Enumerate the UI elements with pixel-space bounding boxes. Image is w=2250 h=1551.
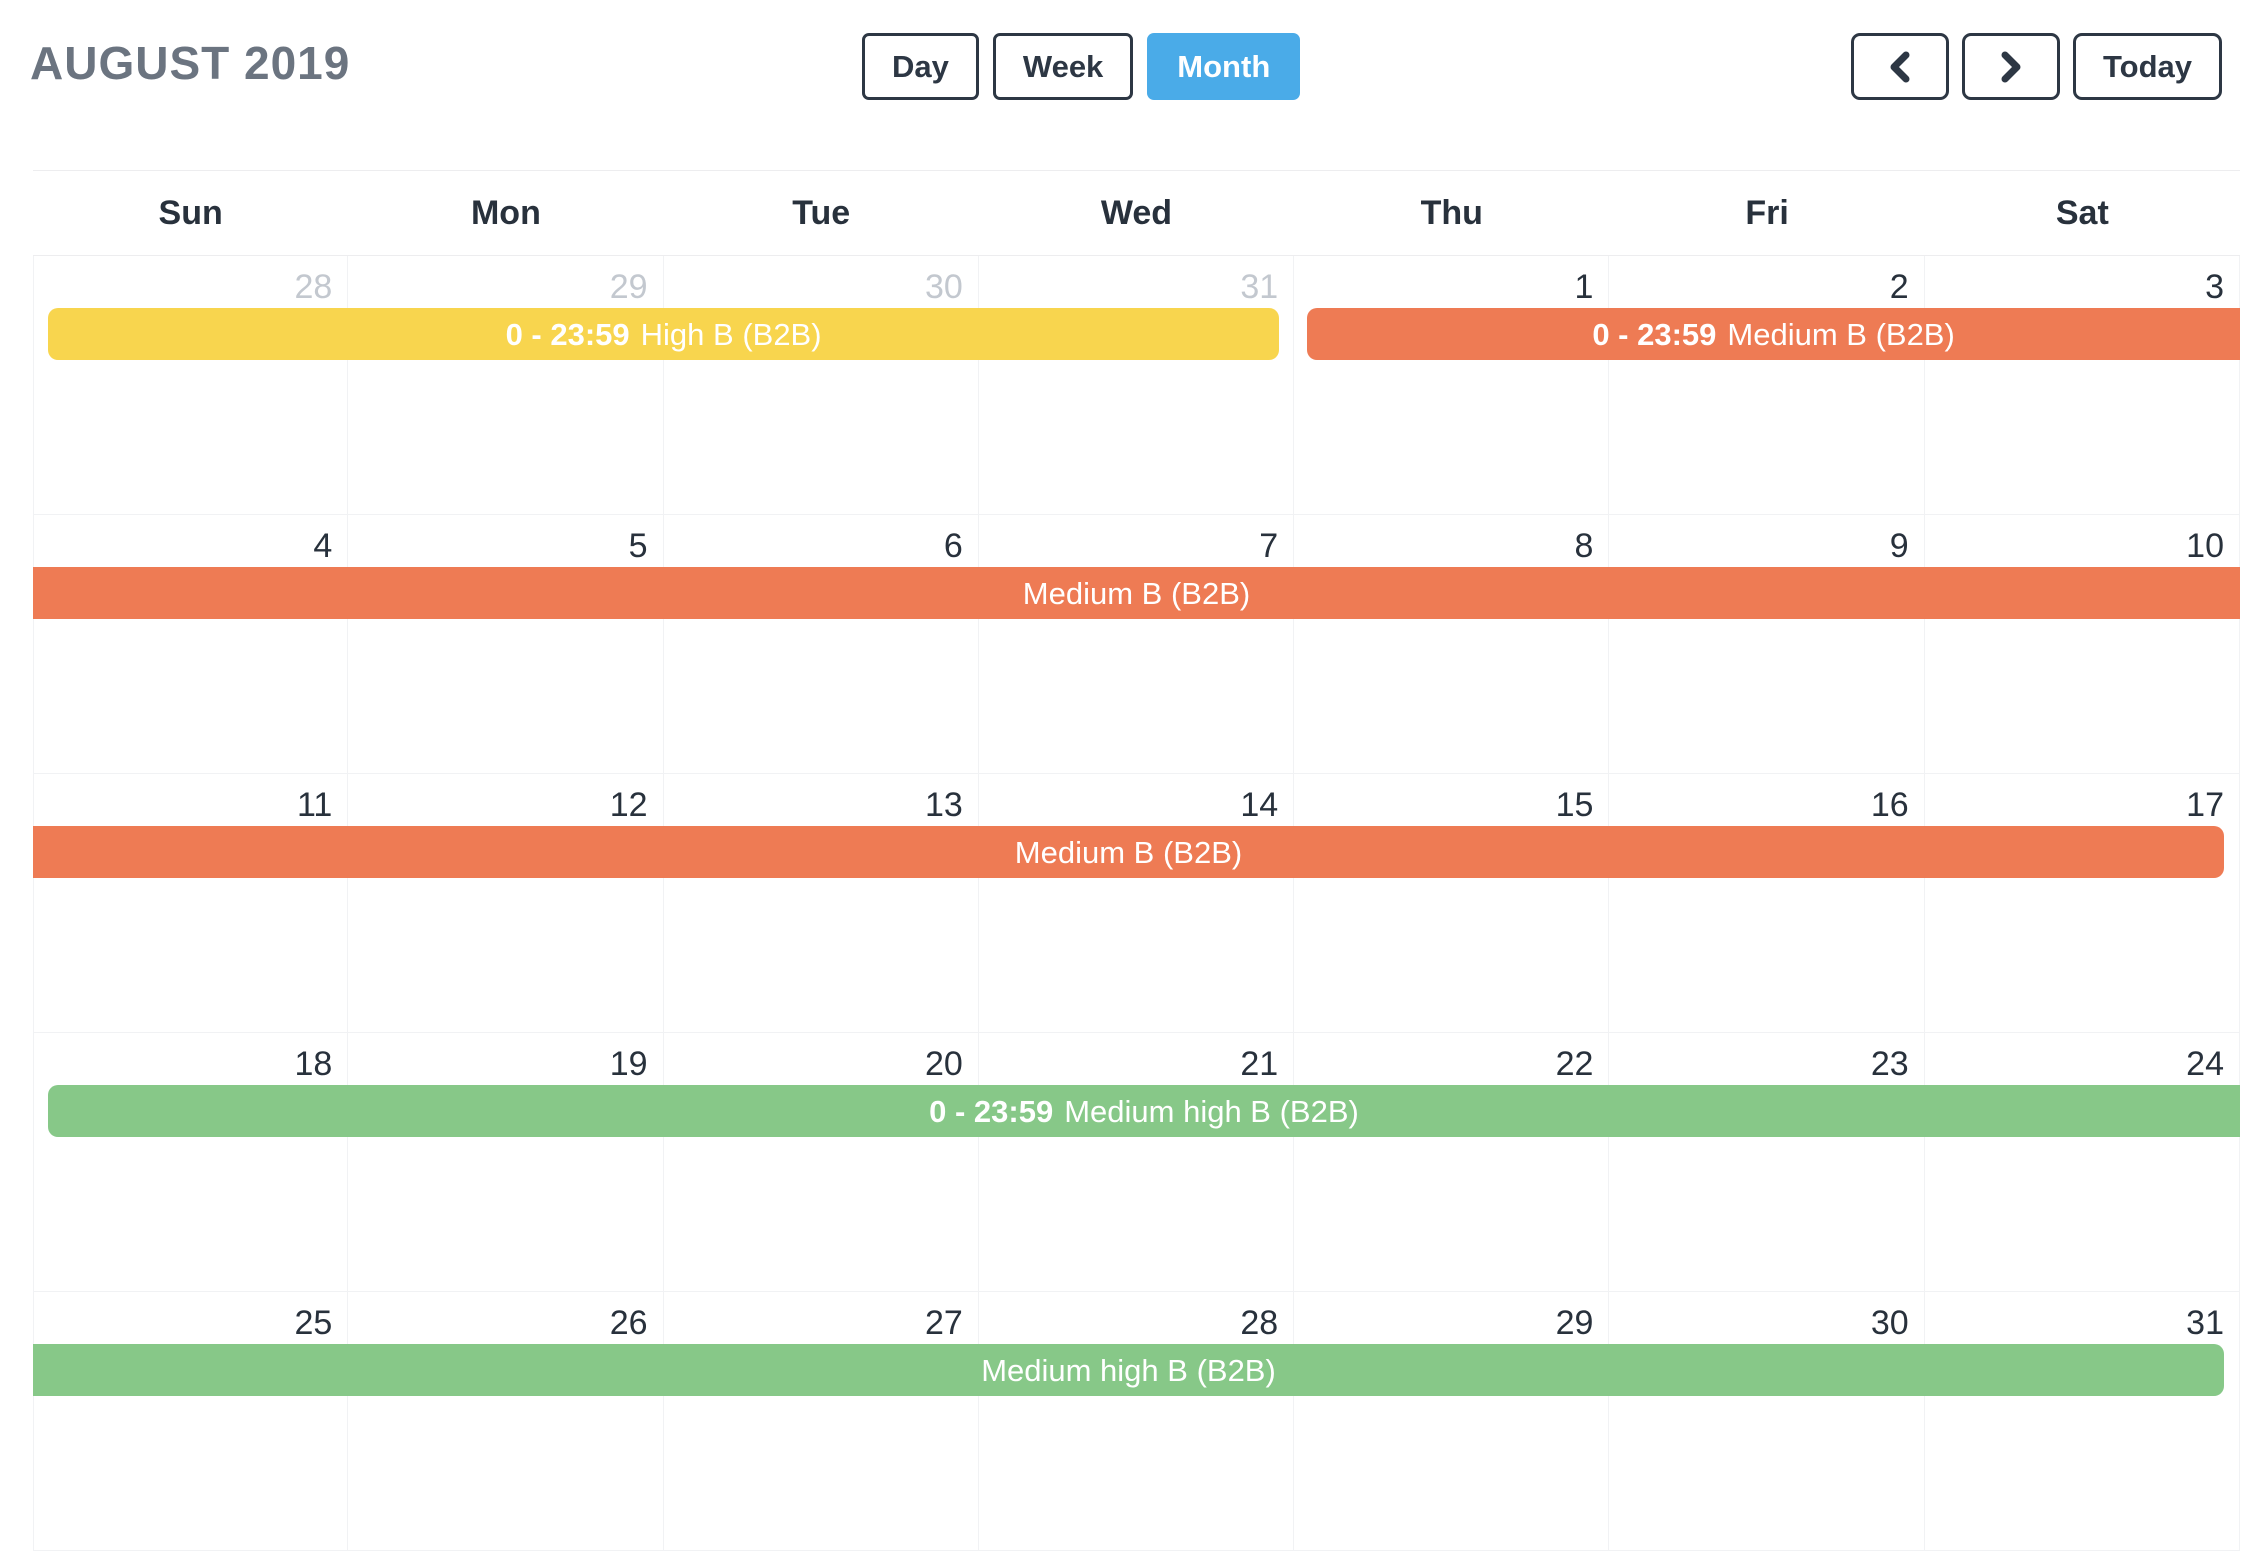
event-title: Medium B (B2B) xyxy=(1022,575,1251,611)
day-cell-aug-14[interactable]: 14 xyxy=(978,774,1295,1032)
day-cell-jul-29[interactable]: 29 xyxy=(348,256,664,514)
week-row-5: 25 26 27 28 29 30 31 Medium high B (B2B) xyxy=(33,1292,2240,1551)
weekday-header-tue: Tue xyxy=(792,193,851,232)
day-cell-aug-8[interactable]: 8 xyxy=(1294,515,1610,773)
event-title: Medium high B (B2B) xyxy=(1064,1093,1359,1129)
event-bar-medium-high-b-start[interactable]: 0 - 23:59 Medium high B (B2B) xyxy=(48,1085,2240,1137)
view-day-button[interactable]: Day xyxy=(862,33,979,100)
day-cell-aug-18[interactable]: 18 xyxy=(33,1033,349,1291)
day-cell-aug-10[interactable]: 10 xyxy=(1924,515,2240,773)
day-cell-aug-23[interactable]: 23 xyxy=(1609,1033,1925,1291)
weekday-header-sun: Sun xyxy=(158,193,223,232)
chevron-left-icon xyxy=(1885,50,1915,84)
day-cell-aug-7[interactable]: 7 xyxy=(978,515,1295,773)
day-cell-aug-26[interactable]: 26 xyxy=(348,1292,664,1550)
event-title: Medium high B (B2B) xyxy=(981,1352,1276,1388)
event-time: 0 - 23:59 xyxy=(1592,316,1717,352)
day-cell-aug-2[interactable]: 2 xyxy=(1609,256,1925,514)
weekday-header-row: Sun Mon Tue Wed Thu Fri Sat xyxy=(33,171,2240,256)
day-cell-aug-4[interactable]: 4 xyxy=(33,515,349,773)
day-cell-jul-28[interactable]: 28 xyxy=(33,256,349,514)
day-cell-aug-24[interactable]: 24 xyxy=(1924,1033,2240,1291)
day-cell-aug-13[interactable]: 13 xyxy=(663,774,979,1032)
week-row-3: 11 12 13 14 15 16 17 Medium B (B2B) xyxy=(33,774,2240,1033)
event-title: High B (B2B) xyxy=(640,316,822,352)
day-cell-aug-3[interactable]: 3 xyxy=(1924,256,2240,514)
event-bar-medium-b-end[interactable]: Medium B (B2B) xyxy=(33,826,2224,878)
weekday-header-thu: Thu xyxy=(1420,193,1483,232)
view-week-button[interactable]: Week xyxy=(992,33,1134,100)
day-cell-aug-21[interactable]: 21 xyxy=(978,1033,1295,1291)
day-cell-aug-15[interactable]: 15 xyxy=(1294,774,1610,1032)
weekday-header-wed: Wed xyxy=(1100,193,1173,232)
day-cell-aug-28[interactable]: 28 xyxy=(978,1292,1295,1550)
day-cell-aug-22[interactable]: 22 xyxy=(1294,1033,1610,1291)
event-bar-high-b[interactable]: 0 - 23:59 High B (B2B) xyxy=(48,308,1280,360)
month-grid: Sun Mon Tue Wed Thu Fri Sat 28 29 30 31 … xyxy=(33,170,2240,1551)
day-cell-aug-20[interactable]: 20 xyxy=(663,1033,979,1291)
calendar-nav: Today xyxy=(1851,33,2222,100)
event-bar-medium-high-b-end[interactable]: Medium high B (B2B) xyxy=(33,1344,2224,1396)
weekday-header-fri: Fri xyxy=(1745,193,1789,232)
week-row-4: 18 19 20 21 22 23 24 0 - 23:59 Medium hig… xyxy=(33,1033,2240,1292)
day-cell-jul-30[interactable]: 30 xyxy=(663,256,979,514)
weekday-header-mon: Mon xyxy=(470,193,541,232)
today-button[interactable]: Today xyxy=(2073,33,2222,100)
day-cell-aug-12[interactable]: 12 xyxy=(348,774,664,1032)
day-cell-aug-19[interactable]: 19 xyxy=(348,1033,664,1291)
day-cell-aug-30[interactable]: 30 xyxy=(1609,1292,1925,1550)
page-title: AUGUST 2019 xyxy=(30,37,351,89)
day-cell-aug-31[interactable]: 31 xyxy=(1924,1292,2240,1550)
chevron-right-icon xyxy=(1996,50,2026,84)
event-time: 0 - 23:59 xyxy=(929,1093,1054,1129)
week-row-1: 28 29 30 31 1 2 3 0 - 23:59 High B (B2B) … xyxy=(33,256,2240,515)
event-time: 0 - 23:59 xyxy=(505,316,630,352)
day-cell-aug-6[interactable]: 6 xyxy=(663,515,979,773)
day-cell-aug-5[interactable]: 5 xyxy=(348,515,664,773)
next-month-button[interactable] xyxy=(1962,33,2060,100)
prev-month-button[interactable] xyxy=(1851,33,1949,100)
event-title: Medium B (B2B) xyxy=(1727,316,1955,352)
day-cell-aug-9[interactable]: 9 xyxy=(1609,515,1925,773)
view-switcher: Day Week Month xyxy=(862,33,1301,100)
day-cell-aug-25[interactable]: 25 xyxy=(33,1292,349,1550)
view-month-button[interactable]: Month xyxy=(1147,33,1301,100)
day-cell-aug-11[interactable]: 11 xyxy=(33,774,349,1032)
day-cell-aug-29[interactable]: 29 xyxy=(1294,1292,1610,1550)
event-title: Medium B (B2B) xyxy=(1014,834,1243,870)
event-bar-medium-b-mid[interactable]: Medium B (B2B) xyxy=(33,567,2240,619)
day-cell-aug-17[interactable]: 17 xyxy=(1924,774,2240,1032)
day-cell-aug-27[interactable]: 27 xyxy=(663,1292,979,1550)
day-cell-jul-31[interactable]: 31 xyxy=(978,256,1295,514)
day-cell-aug-1[interactable]: 1 xyxy=(1294,256,1610,514)
event-bar-medium-b-start[interactable]: 0 - 23:59 Medium B (B2B) xyxy=(1307,308,2240,360)
week-row-2: 4 5 6 7 8 9 10 Medium B (B2B) xyxy=(33,515,2240,774)
day-cell-aug-16[interactable]: 16 xyxy=(1609,774,1925,1032)
weekday-header-sat: Sat xyxy=(2055,193,2109,232)
